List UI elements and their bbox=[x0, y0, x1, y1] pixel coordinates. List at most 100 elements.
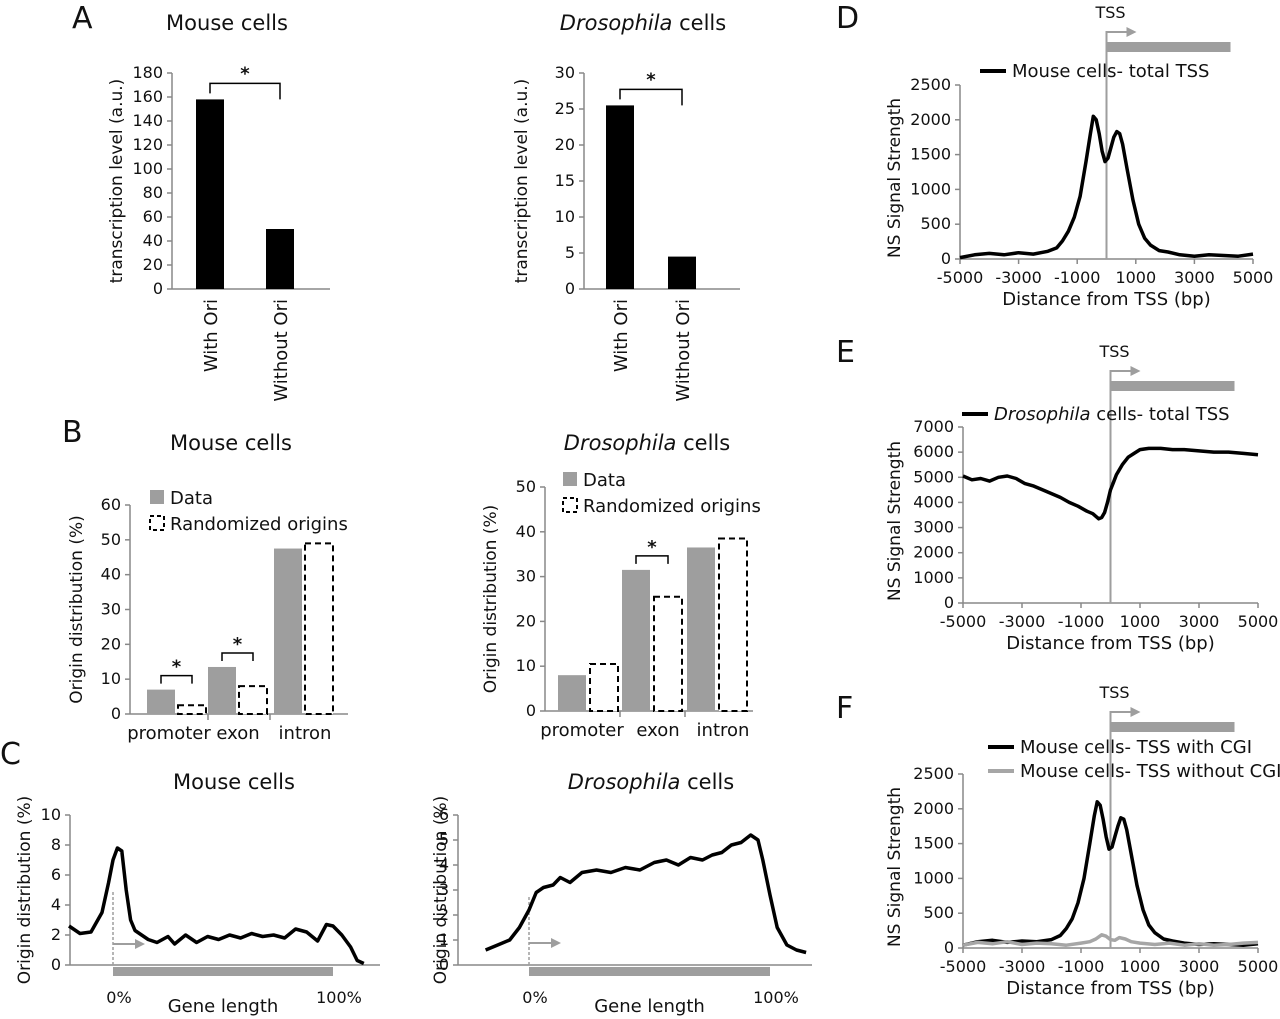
y-tick-label: 20 bbox=[143, 255, 163, 274]
legend-swatch-randomized bbox=[149, 515, 165, 531]
x-tick-label: 3000 bbox=[1174, 268, 1215, 287]
x-tick-label: 1000 bbox=[1120, 957, 1161, 976]
legend-label-randomized: Randomized origins bbox=[583, 496, 761, 517]
significance-bracket bbox=[160, 674, 193, 684]
y-tick-label: 0 bbox=[439, 955, 449, 974]
bar-data bbox=[147, 689, 175, 714]
x-axis-label: Distance from TSS (bp) bbox=[1006, 978, 1215, 999]
y-tick-label: 180 bbox=[132, 63, 163, 82]
x-tick-label: 0% bbox=[522, 988, 547, 1007]
significance-star: * bbox=[646, 69, 656, 90]
x-tick-label: promoter bbox=[127, 723, 211, 744]
y-axis-label: NS Signal Strength bbox=[885, 98, 905, 258]
tss-label: TSS bbox=[1094, 3, 1125, 22]
y-tick-label: 0 bbox=[565, 279, 575, 298]
bar bbox=[196, 99, 224, 290]
x-tick-label: 100% bbox=[316, 988, 362, 1007]
chart-title: Mouse cells bbox=[166, 11, 288, 35]
y-axis-label: Origin distribution (%) bbox=[431, 796, 451, 985]
panel-letter: E bbox=[836, 335, 855, 370]
y-tick-label: 4 bbox=[51, 895, 61, 914]
y-tick-label: 4 bbox=[439, 855, 449, 874]
significance-bracket bbox=[221, 652, 254, 661]
significance-bracket bbox=[619, 88, 683, 106]
x-tick-label: Without Ori bbox=[271, 299, 292, 402]
chart-title: Drosophila cells bbox=[564, 431, 730, 455]
y-tick-label: 5000 bbox=[913, 467, 954, 486]
legend-label: Mouse cells- TSS without CGI bbox=[1020, 761, 1280, 782]
y-tick-label: 140 bbox=[132, 111, 163, 130]
bar-randomized bbox=[238, 685, 268, 716]
x-tick-label: -5000 bbox=[940, 957, 987, 976]
tss-arrow-head bbox=[1126, 27, 1137, 37]
tss-label: TSS bbox=[1098, 683, 1129, 702]
y-tick-label: 0 bbox=[153, 279, 163, 298]
significance-star: * bbox=[172, 657, 182, 678]
legend-swatch-randomized bbox=[562, 497, 578, 513]
significance-star: * bbox=[240, 63, 250, 84]
chart-title: Drosophila cells bbox=[560, 11, 726, 35]
y-tick-label: 500 bbox=[923, 903, 954, 922]
x-tick-label: -1000 bbox=[1058, 957, 1105, 976]
y-tick-label: 100 bbox=[132, 159, 163, 178]
bar-data bbox=[274, 548, 302, 714]
x-tick-label: exon bbox=[216, 723, 259, 744]
x-axis-label: Distance from TSS (bp) bbox=[1006, 633, 1215, 654]
y-tick-label: 1000 bbox=[913, 868, 954, 887]
panel-letter: C bbox=[0, 737, 21, 772]
y-tick-label: 60 bbox=[101, 495, 121, 514]
y-tick-label: 20 bbox=[555, 135, 575, 154]
panel-letter: F bbox=[836, 691, 853, 726]
panel-a-mouse-bar-chart: A Mouse cells 0 20 40 60 80 100 120 140 160 180 tran… bbox=[72, 1, 330, 402]
series-line bbox=[962, 933, 1259, 947]
bar bbox=[606, 105, 634, 290]
series-line bbox=[962, 800, 1259, 947]
y-tick-label: 0 bbox=[944, 938, 954, 957]
x-tick-label: -1000 bbox=[1058, 612, 1105, 631]
y-tick-label: 2500 bbox=[913, 764, 954, 783]
tss-arrow-head bbox=[135, 939, 145, 949]
y-tick-label: 1500 bbox=[913, 834, 954, 853]
panel-letter: D bbox=[836, 1, 859, 36]
y-axis-label: transcription level (a.u.) bbox=[107, 79, 127, 284]
bar-randomized bbox=[718, 537, 748, 713]
y-tick-label: 30 bbox=[555, 63, 575, 82]
x-tick-label: -3000 bbox=[999, 957, 1046, 976]
panel-d-line-chart: D 0 500 1000 1500 2000 2500 NS Signal Strength -… bbox=[836, 1, 1273, 310]
x-axis-label: Gene length bbox=[594, 996, 705, 1017]
bar-data bbox=[622, 569, 650, 711]
bar-randomized bbox=[653, 595, 683, 713]
y-tick-label: 2000 bbox=[913, 799, 954, 818]
y-tick-label: 6000 bbox=[913, 442, 954, 461]
y-tick-label: 2500 bbox=[910, 75, 951, 94]
y-tick-label: 10 bbox=[516, 656, 536, 675]
x-tick-label: -5000 bbox=[940, 612, 987, 631]
y-tick-label: 2 bbox=[439, 905, 449, 924]
y-tick-label: 2 bbox=[51, 925, 61, 944]
significance-star: * bbox=[647, 537, 657, 558]
significance-bracket bbox=[209, 82, 281, 100]
legend-label-randomized: Randomized origins bbox=[170, 514, 348, 535]
x-tick-label: With Ori bbox=[201, 299, 222, 372]
legend-swatch-data bbox=[563, 472, 577, 486]
x-tick-label: With Ori bbox=[611, 299, 632, 372]
y-tick-label: 30 bbox=[101, 600, 121, 619]
gene-body-bar bbox=[529, 967, 770, 976]
panel-b-drosophila-bar-chart: Drosophila cells 0 10 20 30 40 50 Origin distri… bbox=[481, 431, 761, 741]
series-line bbox=[959, 114, 1254, 260]
y-tick-label: 10 bbox=[41, 805, 61, 824]
x-tick-label: 1000 bbox=[1120, 612, 1161, 631]
series-line bbox=[484, 833, 807, 955]
panel-c-mouse-line-chart: C Mouse cells 0 2 4 6 8 10 Origin distribution (… bbox=[0, 737, 380, 1017]
significance-bracket bbox=[635, 555, 669, 564]
series-line bbox=[68, 846, 365, 966]
tss-arrow-shaft bbox=[1109, 711, 1133, 722]
significance-star: * bbox=[233, 634, 243, 655]
panel-e-line-chart: E 0 1000 2000 3000 4000 5000 6000 7000 NS Signal … bbox=[836, 335, 1278, 654]
y-tick-label: 1500 bbox=[910, 145, 951, 164]
y-tick-label: 80 bbox=[143, 183, 163, 202]
x-tick-label: exon bbox=[636, 720, 679, 741]
y-tick-label: 1 bbox=[439, 930, 449, 949]
bar-randomized bbox=[589, 662, 619, 713]
panel-f-line-chart: F 0 500 1000 1500 2000 2500 NS Signal Strength -… bbox=[836, 683, 1280, 999]
